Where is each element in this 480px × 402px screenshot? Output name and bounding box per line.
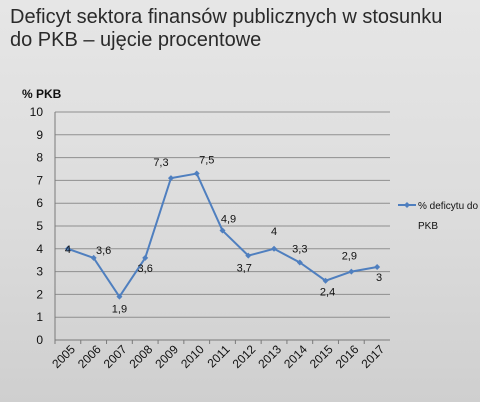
title-line-1: Deficyt sektora finansów publicznych w s…	[10, 6, 443, 28]
data-label: 4	[65, 244, 71, 256]
x-tick-label: 2005	[49, 342, 78, 371]
x-tick-label: 2011	[204, 342, 232, 370]
data-label: 2,4	[320, 287, 335, 299]
data-labels: 4 3,6 1,9 3,6 7,3 7,5 4,9 3,7 4 3,3 2,4 2,9 3	[65, 155, 382, 316]
data-point	[374, 264, 381, 271]
data-label: 4,9	[221, 214, 236, 226]
data-point	[271, 245, 278, 252]
x-tick-label: 2012	[230, 342, 259, 371]
data-point	[348, 268, 355, 275]
data-label: 4	[271, 226, 277, 238]
y-tick-label: 6	[36, 196, 43, 210]
x-tick-label: 2017	[358, 342, 387, 371]
data-label: 3	[376, 272, 382, 284]
data-point	[116, 293, 123, 300]
y-tick-label: 8	[36, 151, 43, 165]
data-point	[219, 227, 226, 234]
x-tick-label: 2015	[307, 342, 336, 371]
legend-label-line-2: PKB	[418, 221, 438, 232]
series-line	[67, 172, 378, 299]
legend-marker	[404, 202, 410, 208]
y-tick-label: 9	[36, 128, 43, 142]
data-point	[90, 254, 97, 261]
title-line-2: do PKB – ujęcie procentowe	[10, 29, 262, 51]
legend: % deficytu do PKB	[398, 201, 478, 232]
y-tick-label: 1	[36, 310, 43, 324]
data-label: 3,6	[138, 263, 153, 275]
data-point	[322, 277, 329, 284]
chart-title: Deficyt sektora finansów publicznych w s…	[10, 6, 475, 52]
data-point	[64, 245, 71, 252]
y-tick-label: 4	[36, 242, 43, 256]
data-label: 3,3	[292, 243, 307, 255]
y-tick-label: 2	[36, 287, 43, 301]
data-label: 2,9	[342, 251, 357, 263]
data-point	[296, 259, 303, 266]
data-label: 7,5	[199, 155, 214, 167]
x-tick-label: 2009	[152, 342, 181, 371]
data-label: 7,3	[153, 157, 168, 169]
data-label: 1,9	[112, 304, 127, 316]
x-tick-label: 2007	[101, 342, 130, 371]
data-label: 3,7	[237, 263, 252, 275]
y-tick-label: 3	[36, 265, 43, 279]
x-tick-label: 2010	[178, 342, 207, 371]
x-tick-label: 2014	[281, 342, 310, 371]
x-tick-label: 2008	[127, 342, 156, 371]
legend-label-line-1: % deficytu do	[418, 201, 478, 212]
series-deficit	[64, 170, 381, 300]
axes: 0 1 2 3 4 5 6 7 8 9 10 2005200620072008200920102011…	[30, 105, 390, 371]
x-tick-label: 2006	[75, 342, 104, 371]
data-point	[167, 175, 174, 182]
gridlines	[55, 111, 390, 341]
y-tick-label: 0	[36, 333, 43, 347]
x-tick-label: 2016	[333, 342, 362, 371]
data-point	[142, 254, 149, 261]
y-tick-label: 5	[36, 219, 43, 233]
y-tick-label: 10	[30, 105, 44, 119]
data-label: 3,6	[96, 245, 111, 257]
x-tick-label: 2013	[255, 342, 284, 371]
data-point	[245, 252, 252, 259]
y-tick-label: 7	[36, 173, 43, 187]
y-axis-label: % PKB	[22, 87, 62, 101]
data-point	[193, 170, 200, 177]
